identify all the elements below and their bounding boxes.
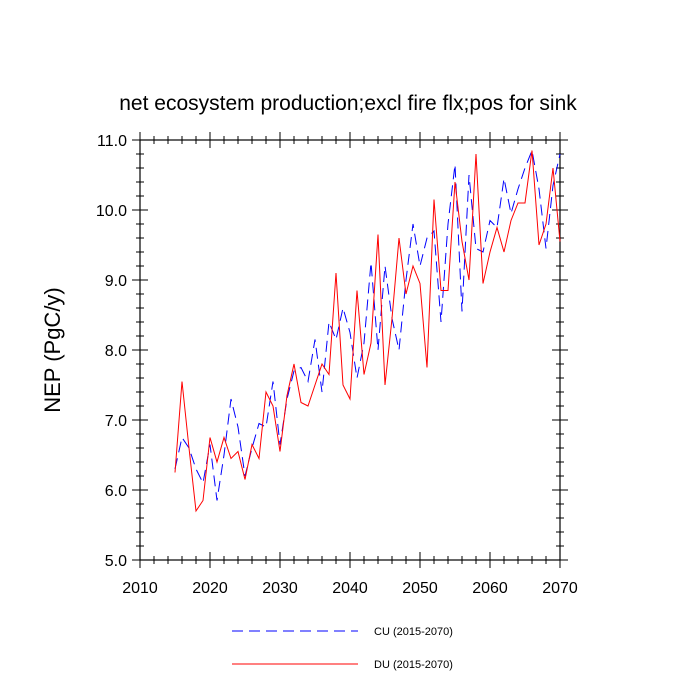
y-tick-label: 10.0 [96, 203, 127, 220]
axis-ticks: 5.0 6.0 7.0 8.0 9.0 10.0 11.0 2010 2020 2030 2040 2… [96, 132, 578, 597]
y-tick-label: 6.0 [105, 483, 127, 500]
y-tick-label: 9.0 [105, 273, 127, 290]
y-tick-label: 8.0 [105, 343, 127, 360]
x-tick-label: 2060 [472, 580, 508, 597]
y-tick-label: 5.0 [105, 553, 127, 570]
x-tick-label: 2030 [262, 580, 298, 597]
series-line-du [174, 150, 561, 513]
y-axis-label: NEP (PgC/y) [40, 287, 65, 413]
legend-label-cu: CU (2015-2070) [374, 626, 453, 638]
x-tick-label: 2040 [332, 580, 368, 597]
x-tick-label: 2010 [122, 580, 158, 597]
y-tick-label: 7.0 [105, 413, 127, 430]
chart-title: net ecosystem production;excl fire flx;p… [119, 92, 577, 115]
x-tick-label: 2070 [542, 580, 578, 597]
legend-label-du: DU (2015-2070) [374, 659, 453, 671]
y-tick-label: 11.0 [97, 133, 127, 150]
series-lines [174, 148, 561, 513]
series-line-cu [174, 148, 561, 501]
legend: CU (2015-2070) DU (2015-2070) [232, 626, 453, 671]
x-tick-label: 2020 [192, 580, 228, 597]
x-tick-label: 2050 [402, 580, 438, 597]
